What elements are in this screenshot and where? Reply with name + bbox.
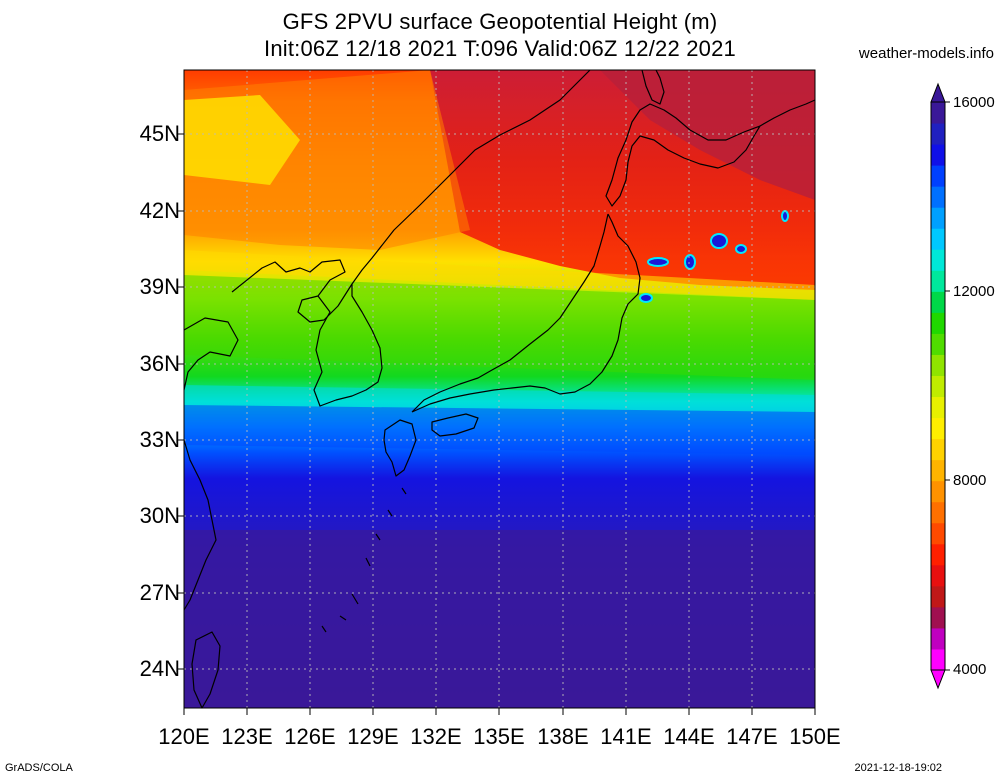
colorbar-top-arrow (930, 82, 946, 103)
lat-label-27n: 27N (139, 580, 180, 605)
lon-label-123e: 123E (221, 724, 273, 749)
footer-software: GrADS/COLA (5, 762, 73, 774)
lat-label-24n: 24N (139, 656, 180, 681)
coastline-kyushu (383, 419, 417, 477)
coastline-shikoku (431, 413, 479, 437)
colorbar-segment (931, 480, 945, 503)
field-purple-region (184, 530, 815, 708)
colorbar-label-8000: 8000 (953, 472, 987, 489)
lat-label-39n: 39N (139, 274, 180, 299)
map-subtitle: Init:06Z 12/18 2021 T:096 Valid:06Z 12/2… (264, 36, 736, 61)
field-green-band (184, 275, 815, 380)
axis-ticks (177, 133, 816, 715)
lat-label-36n: 36N (139, 351, 180, 376)
colorbar-segment (931, 207, 945, 229)
colorbar-segment (931, 648, 945, 671)
colorbar-segment (931, 291, 945, 313)
lon-label-138e: 138E (537, 724, 589, 749)
coastline-honshu (411, 213, 641, 413)
colorbar-segment (931, 312, 945, 334)
colorbar-segment (931, 102, 945, 124)
lat-label-30n: 30N (139, 503, 180, 528)
colorbar-segment (931, 249, 945, 271)
colorbar-segment (931, 543, 945, 566)
coastline-taiwan (191, 631, 221, 709)
lon-label-135e: 135E (473, 724, 525, 749)
colorbar-segment (931, 396, 945, 419)
colorbar-segment (931, 375, 945, 398)
blue-cells (639, 210, 789, 303)
site-credit: weather-models.info (858, 45, 994, 62)
footer-timestamp: 2021-12-18-19:02 (854, 762, 942, 774)
colorbar-label-4000: 4000 (953, 661, 987, 678)
colorbar-segment (931, 270, 945, 292)
colorbar-segment (931, 627, 945, 650)
colorbar-segment (931, 417, 945, 440)
colorbar-frame (930, 101, 946, 671)
colorbar-segment (931, 333, 945, 355)
colorbar-segment (931, 144, 945, 166)
lon-label-132e: 132E (410, 724, 462, 749)
map-title: GFS 2PVU surface Geopotential Height (m) (282, 9, 718, 34)
colorbar-label-12000: 12000 (953, 283, 995, 300)
colorbar (930, 82, 950, 690)
lon-label-120e: 120E (158, 724, 210, 749)
coastlines (183, 69, 816, 709)
lat-label-42n: 42N (139, 198, 180, 223)
lon-label-141e: 141E (600, 724, 652, 749)
colorbar-label-16000: 16000 (953, 94, 995, 111)
colorbar-segment (931, 501, 945, 524)
lon-label-144e: 144E (663, 724, 715, 749)
colorbar-segment (931, 522, 945, 545)
coastline-east-china (183, 439, 217, 611)
colorbar-segment (931, 459, 945, 482)
colorbar-segment (931, 123, 945, 145)
field-yellow-region (184, 95, 300, 185)
coastline-korea (313, 284, 383, 407)
lon-label-150e: 150E (789, 724, 841, 749)
lon-label-147e: 147E (726, 724, 778, 749)
colorbar-segment (931, 165, 945, 187)
coastline-sakhalin (641, 69, 665, 105)
lat-label-45n: 45N (139, 121, 180, 146)
colorbar-segment (931, 354, 945, 376)
coastline-kurils (759, 99, 816, 127)
lon-label-126e: 126E (284, 724, 336, 749)
colorbar-segment (931, 585, 945, 608)
colorbar-segment (931, 186, 945, 208)
field-crimson-region (600, 70, 815, 200)
lon-label-129e: 129E (347, 724, 399, 749)
colorbar-segment (931, 606, 945, 629)
lat-label-33n: 33N (139, 427, 180, 452)
colorbar-bottom-arrow (930, 669, 946, 690)
field-cyan-band (184, 385, 815, 412)
coastline-ryukyu (321, 487, 407, 633)
colorbar-segment (931, 564, 945, 587)
coastline-mainland (183, 69, 591, 391)
colorbar-segment (931, 228, 945, 250)
colorbar-segment (931, 438, 945, 461)
